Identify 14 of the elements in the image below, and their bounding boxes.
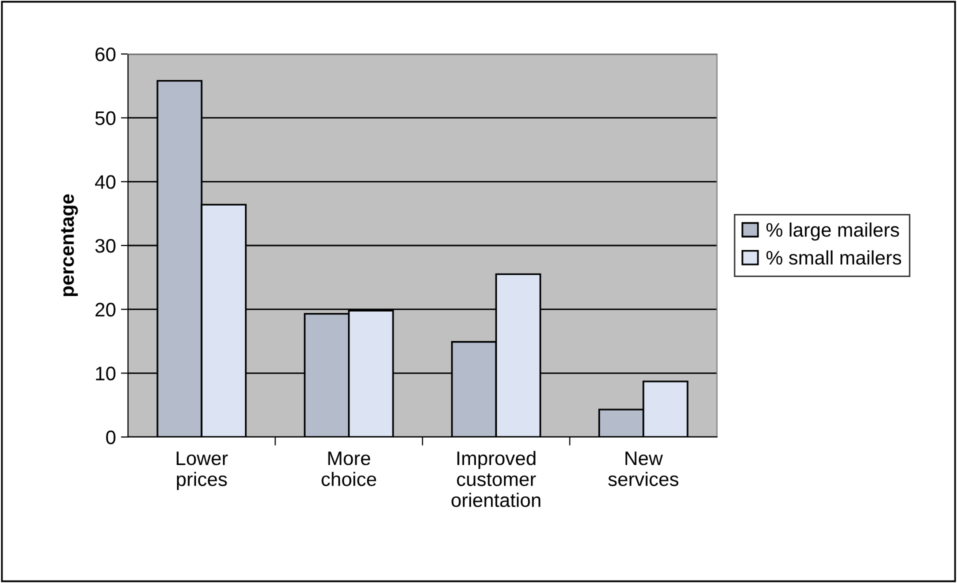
x-tick-label: Improved customer orientation <box>452 450 540 508</box>
y-tick-label: 10 <box>96 366 116 380</box>
y-tick-label: 60 <box>96 47 116 62</box>
legend-label: % small mailers <box>766 250 902 265</box>
x-tick-label: More choice <box>322 452 376 486</box>
y-tick-label: 50 <box>95 111 116 126</box>
y-tick-label: 30 <box>95 238 116 253</box>
x-tick-label: Lower prices <box>176 452 228 490</box>
y-tick-label: 20 <box>96 302 116 317</box>
y-axis-title: percentage <box>61 194 78 296</box>
y-tick-label: 40 <box>95 175 116 189</box>
y-tick-label: 0 <box>106 430 116 444</box>
x-tick-label: New services <box>608 452 678 486</box>
legend-label: % large mailers <box>766 222 900 241</box>
